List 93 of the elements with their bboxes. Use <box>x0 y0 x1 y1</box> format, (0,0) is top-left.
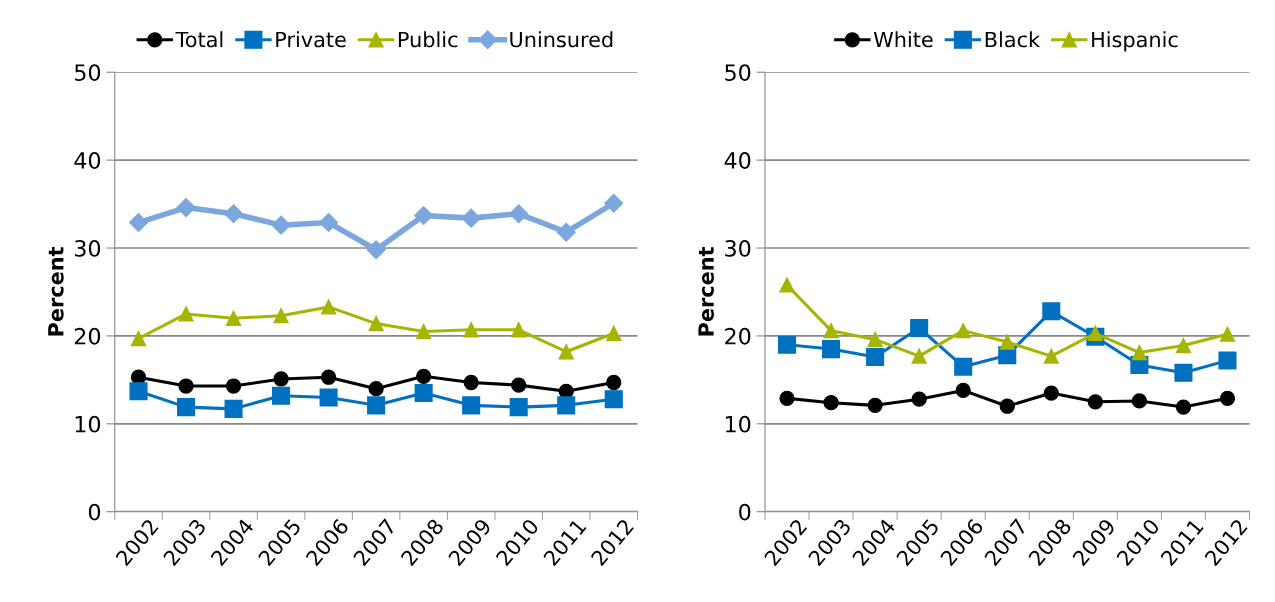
point <box>178 306 194 322</box>
point <box>178 378 194 394</box>
point <box>1043 385 1059 401</box>
legend-label: Hispanic <box>1092 31 1178 52</box>
point <box>1174 363 1193 382</box>
y-tick-label: 20 <box>74 327 101 345</box>
point <box>176 198 196 218</box>
y-axis-title: Percent <box>698 246 714 336</box>
legend-label: Private <box>276 31 346 48</box>
y-tick-label: 30 <box>74 239 101 257</box>
point <box>225 310 242 326</box>
point <box>463 374 479 391</box>
point <box>273 308 289 324</box>
point <box>604 390 623 409</box>
point <box>462 396 481 415</box>
y-tick-label: 50 <box>74 64 101 81</box>
legend-label: Total <box>175 31 223 48</box>
point <box>367 396 386 415</box>
point <box>779 277 795 293</box>
point <box>368 315 384 332</box>
point <box>955 323 971 339</box>
point <box>867 331 883 348</box>
point <box>511 322 527 338</box>
point <box>866 347 885 367</box>
point <box>822 340 841 359</box>
y-tick-label: 0 <box>88 503 101 521</box>
point <box>558 344 574 360</box>
point <box>1131 393 1148 409</box>
point <box>366 240 386 260</box>
point <box>1042 302 1061 321</box>
point <box>463 322 479 338</box>
y-tick-label: 40 <box>724 152 751 169</box>
point <box>823 395 839 411</box>
point <box>1219 390 1236 406</box>
point <box>779 390 795 406</box>
point <box>556 222 576 242</box>
y-tick-label: 10 <box>725 415 751 433</box>
point <box>320 299 337 315</box>
point <box>955 382 971 399</box>
point <box>320 369 337 385</box>
point <box>823 323 839 339</box>
point <box>224 399 243 418</box>
legend-label: Uninsured <box>510 31 613 48</box>
point <box>273 371 289 387</box>
point <box>416 323 432 340</box>
point <box>1175 337 1192 354</box>
point <box>606 325 622 341</box>
y-tick-label: 50 <box>725 64 751 81</box>
point <box>129 382 148 401</box>
point <box>272 386 291 405</box>
point <box>319 213 339 233</box>
point <box>606 374 622 391</box>
y-axis-title: Percent <box>48 246 64 336</box>
point <box>1087 325 1103 341</box>
point <box>911 391 927 407</box>
y-tick-label: 30 <box>725 239 751 257</box>
point <box>509 398 528 417</box>
point <box>128 213 149 233</box>
point <box>130 330 147 347</box>
point <box>954 357 973 376</box>
point <box>1219 326 1236 342</box>
point <box>1175 399 1192 415</box>
y-tick-label: 0 <box>739 503 751 521</box>
point <box>368 381 384 397</box>
point <box>604 193 624 213</box>
point <box>225 378 242 394</box>
point <box>999 334 1015 350</box>
point <box>414 384 433 403</box>
point <box>999 398 1015 414</box>
point <box>461 208 481 228</box>
point <box>911 348 927 364</box>
point <box>1087 394 1103 410</box>
point <box>319 388 338 407</box>
point <box>1131 344 1148 361</box>
point <box>224 204 244 224</box>
point <box>271 215 291 235</box>
point <box>1218 351 1237 370</box>
point <box>777 335 797 354</box>
point <box>414 205 434 226</box>
point <box>511 377 527 393</box>
legend-label: White <box>873 31 933 48</box>
point <box>509 204 529 224</box>
y-tick-label: 10 <box>75 415 101 433</box>
y-tick-label: 40 <box>74 152 101 169</box>
point <box>416 368 432 384</box>
point <box>177 398 196 417</box>
point <box>1043 348 1059 364</box>
legend-label: Black <box>985 31 1041 48</box>
y-tick-label: 20 <box>725 327 751 345</box>
point <box>557 396 576 415</box>
legend-label: Public <box>398 31 458 48</box>
point <box>910 318 929 338</box>
point <box>867 397 883 413</box>
